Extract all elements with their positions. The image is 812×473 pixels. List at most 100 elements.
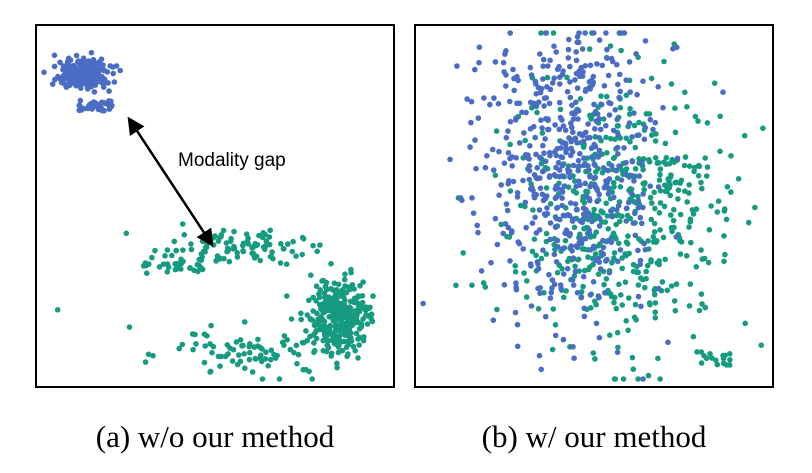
scatter-point [544, 205, 550, 211]
scatter-point [600, 209, 606, 216]
scatter-point [341, 276, 348, 283]
scatter-point [328, 353, 335, 359]
scatter-point [517, 202, 524, 209]
scatter-point [652, 315, 659, 321]
scatter-point [540, 56, 547, 63]
scatter-point [617, 71, 623, 78]
scatter-point [100, 62, 106, 68]
scatter-point [482, 164, 489, 171]
scatter-point [662, 182, 668, 188]
scatter-point [551, 172, 558, 178]
scatter-point [470, 210, 477, 216]
scatter-point [622, 279, 629, 286]
scatter-point [589, 154, 595, 160]
scatter-point [547, 173, 553, 179]
scatter-point [623, 77, 629, 83]
scatter-point [559, 162, 566, 169]
scatter-point [506, 234, 513, 240]
scatter-point [523, 109, 529, 116]
scatter-point [171, 238, 178, 245]
scatter-point [538, 255, 545, 262]
scatter-point [695, 173, 702, 179]
scatter-point [230, 346, 237, 353]
scatter-point [317, 242, 323, 248]
scatter-point [512, 117, 519, 123]
scatter-point [565, 46, 572, 53]
scatter-point [556, 99, 563, 106]
scatter-point [560, 123, 567, 129]
scatter-point [330, 337, 337, 344]
scatter-point [97, 103, 103, 110]
scatter-point [534, 165, 540, 171]
scatter-point [604, 93, 610, 100]
scatter-point [564, 88, 571, 95]
caption-b: (b) w/ our method [482, 419, 707, 454]
scatter-point [179, 341, 186, 348]
scatter-point [549, 346, 556, 353]
scatter-point [657, 166, 664, 172]
scatter-point [230, 246, 236, 252]
scatter-point [573, 206, 580, 213]
scatter-point [599, 62, 606, 69]
scatter-point [75, 59, 81, 66]
scatter-point [581, 305, 588, 312]
scatter-point [108, 103, 114, 110]
scatter-point [77, 97, 84, 104]
scatter-point [576, 163, 583, 169]
scatter-point [91, 78, 97, 85]
scatter-point [549, 277, 556, 283]
scatter-point [686, 224, 692, 230]
scatter-point [632, 210, 638, 217]
scatter-point [495, 100, 502, 107]
scatter-point [152, 247, 158, 254]
scatter-point [537, 290, 543, 297]
scatter-point [291, 349, 297, 356]
scatter-point [601, 184, 608, 191]
scatter-point [66, 82, 73, 88]
scatter-point [257, 257, 264, 264]
scatter-point [717, 148, 723, 155]
scatter-point [180, 247, 186, 253]
scatter-point [326, 327, 333, 334]
scatter-point [596, 147, 603, 154]
scatter-point [589, 218, 595, 225]
scatter-point [717, 113, 723, 120]
scatter-point [631, 122, 638, 129]
scatter-point [284, 337, 291, 343]
scatter-point [532, 134, 538, 141]
scatter-point [611, 294, 618, 301]
scatter-point [594, 198, 600, 205]
scatter-point [522, 203, 528, 210]
scatter-point [336, 341, 343, 347]
scatter-point [600, 251, 607, 257]
scatter-point [669, 156, 675, 163]
scatter-point [198, 251, 205, 257]
scatter-point [625, 233, 631, 239]
scatter-point [682, 154, 689, 160]
scatter-point [603, 276, 610, 282]
scatter-point [632, 144, 639, 151]
scatter-point [500, 59, 507, 66]
scatter-point [242, 365, 248, 372]
scatter-point [360, 279, 366, 285]
scatter-point [631, 178, 637, 184]
scatter-point [684, 104, 690, 110]
scatter-point [668, 212, 674, 218]
scatter-point [476, 59, 482, 66]
scatter-point [643, 111, 650, 117]
scatter-point [556, 126, 563, 133]
scatter-point [303, 366, 309, 373]
scatter-point [724, 184, 731, 190]
scatter-point [545, 63, 551, 69]
scatter-point [240, 342, 246, 349]
scatter-point [617, 247, 624, 253]
scatter-point [510, 66, 516, 73]
scatter-point [81, 75, 88, 81]
scatter-point [579, 46, 586, 52]
scatter-point [255, 336, 261, 343]
scatter-point [636, 173, 643, 179]
scatter-point [60, 63, 67, 69]
scatter-point [545, 126, 552, 133]
scatter-point [493, 128, 500, 134]
scatter-point [538, 30, 544, 36]
